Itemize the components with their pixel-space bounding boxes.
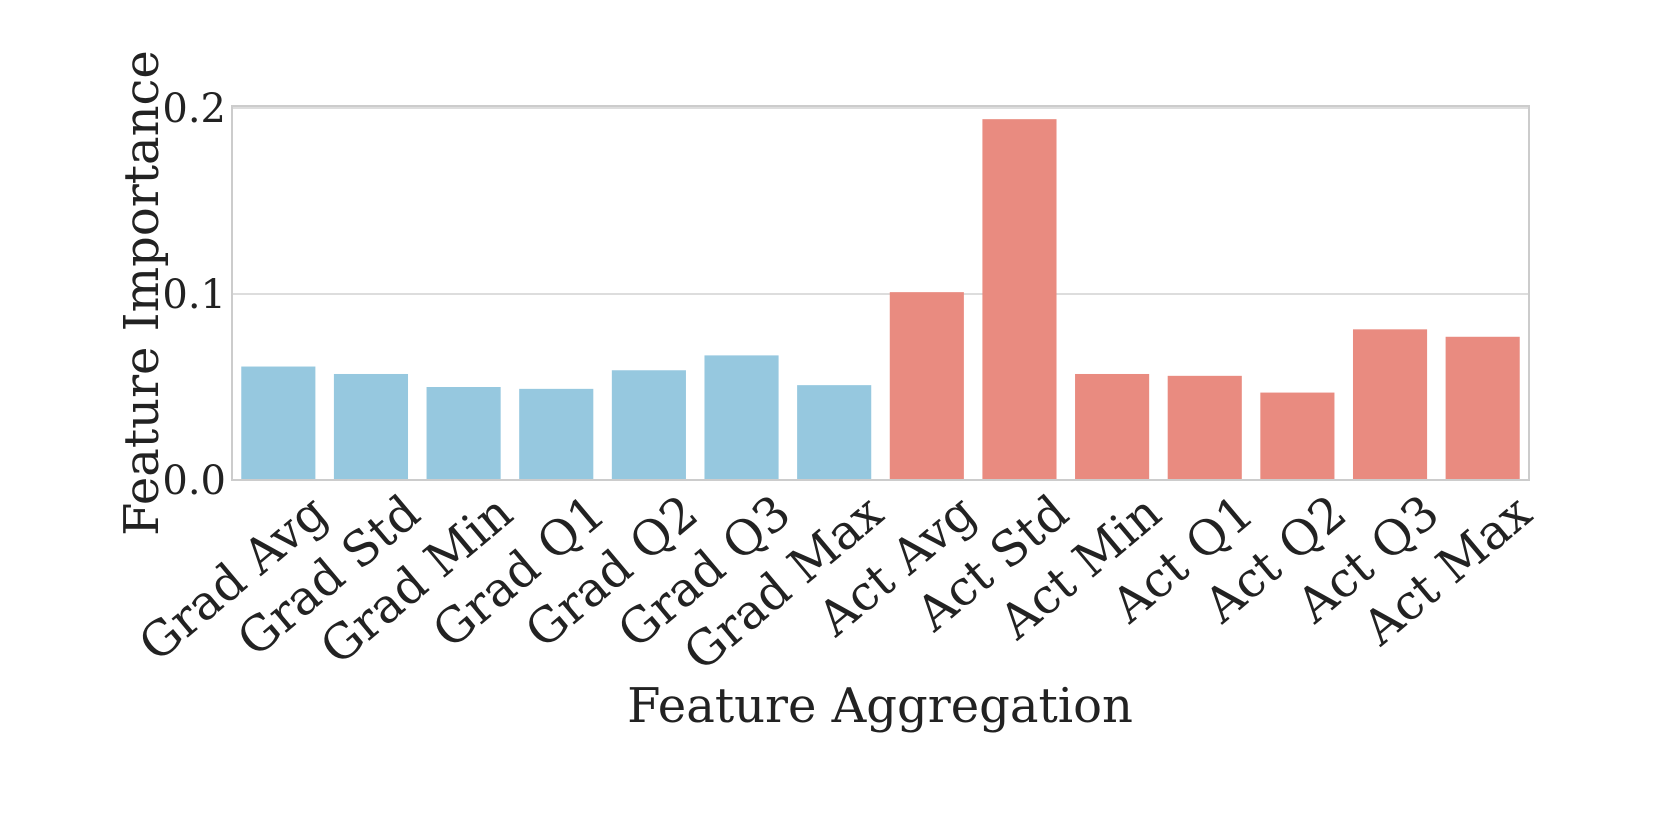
bar <box>1167 375 1242 480</box>
bar <box>1445 336 1520 480</box>
bar <box>797 385 872 480</box>
y-tick-label: 0.0 <box>162 458 226 504</box>
bar <box>333 373 409 480</box>
bar <box>1260 392 1335 480</box>
bar <box>241 366 316 480</box>
bar <box>611 370 686 480</box>
bar <box>704 355 779 480</box>
plot-frame <box>231 105 1530 481</box>
y-axis-label: Feature Importance <box>114 50 170 536</box>
y-tick-label: 0.2 <box>162 86 226 132</box>
bar <box>1075 373 1150 480</box>
x-axis-label: Feature Aggregation <box>627 678 1133 734</box>
bar <box>889 292 964 480</box>
bar <box>426 387 501 480</box>
bar <box>519 388 594 480</box>
bar <box>982 119 1057 480</box>
y-tick-labels: 0.0 0.1 0.2 <box>162 86 226 504</box>
y-tick-label: 0.1 <box>162 272 226 318</box>
bars <box>241 119 1520 480</box>
bar <box>1352 329 1428 480</box>
